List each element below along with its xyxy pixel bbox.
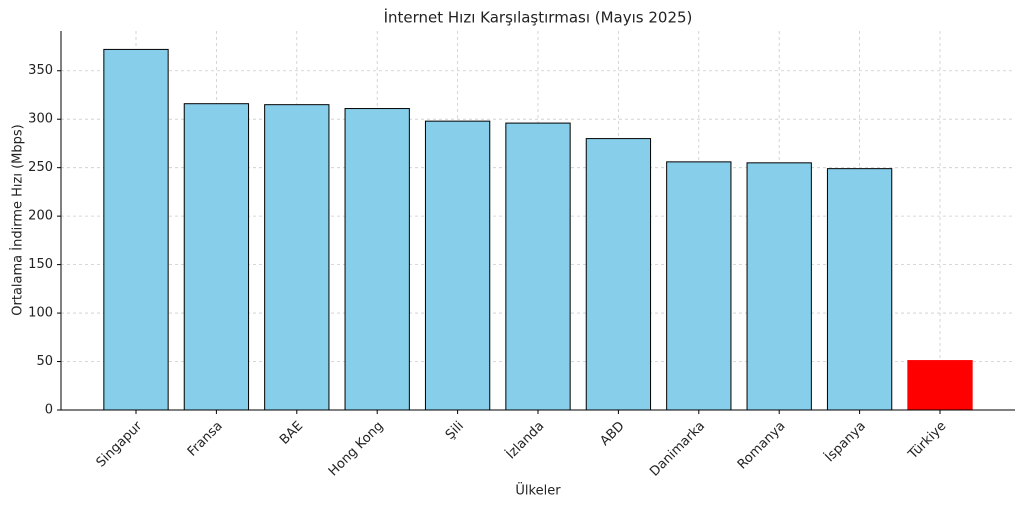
bar <box>264 104 330 411</box>
bar <box>505 122 571 411</box>
bar <box>344 108 410 411</box>
bar <box>424 120 491 411</box>
x-tick-label: Danimarka <box>647 419 708 480</box>
bar <box>103 48 169 411</box>
y-tick-label: 250 <box>28 160 53 175</box>
x-tick-label: BAE <box>277 419 306 448</box>
x-axis-label: Ülkeler <box>515 482 561 499</box>
y-tick-label: 300 <box>28 112 53 127</box>
x-tick-label: İspanya <box>822 418 869 465</box>
x-tick-label: İzlanda <box>503 418 547 462</box>
bar <box>826 168 893 411</box>
bar <box>907 360 973 411</box>
x-tick-label: ABD <box>597 419 627 449</box>
bar <box>666 161 732 411</box>
y-tick-label: 150 <box>28 257 53 272</box>
y-axis-label: Ortalama İndirme Hızı (Mbps) <box>10 124 26 315</box>
x-tick-label: Singapur <box>94 418 146 470</box>
x-tick-label: Romanya <box>735 419 789 473</box>
bars <box>103 48 973 411</box>
x-tick-label: Şili <box>443 419 467 443</box>
chart-title: İnternet Hızı Karşılaştırması (Mayıs 202… <box>384 8 693 27</box>
bar <box>585 138 652 411</box>
y-tick-label: 200 <box>28 209 53 224</box>
x-tick-label: Türkiye <box>905 419 949 463</box>
y-tick-label: 350 <box>28 63 53 78</box>
y-tick-label: 50 <box>36 354 53 369</box>
bar <box>746 162 812 411</box>
bar <box>183 103 250 411</box>
y-tick-label: 0 <box>45 403 53 418</box>
y-tick-label: 100 <box>28 306 53 321</box>
x-tick-label: Hong Kong <box>326 419 387 480</box>
x-tick-label: Fransa <box>185 419 226 460</box>
